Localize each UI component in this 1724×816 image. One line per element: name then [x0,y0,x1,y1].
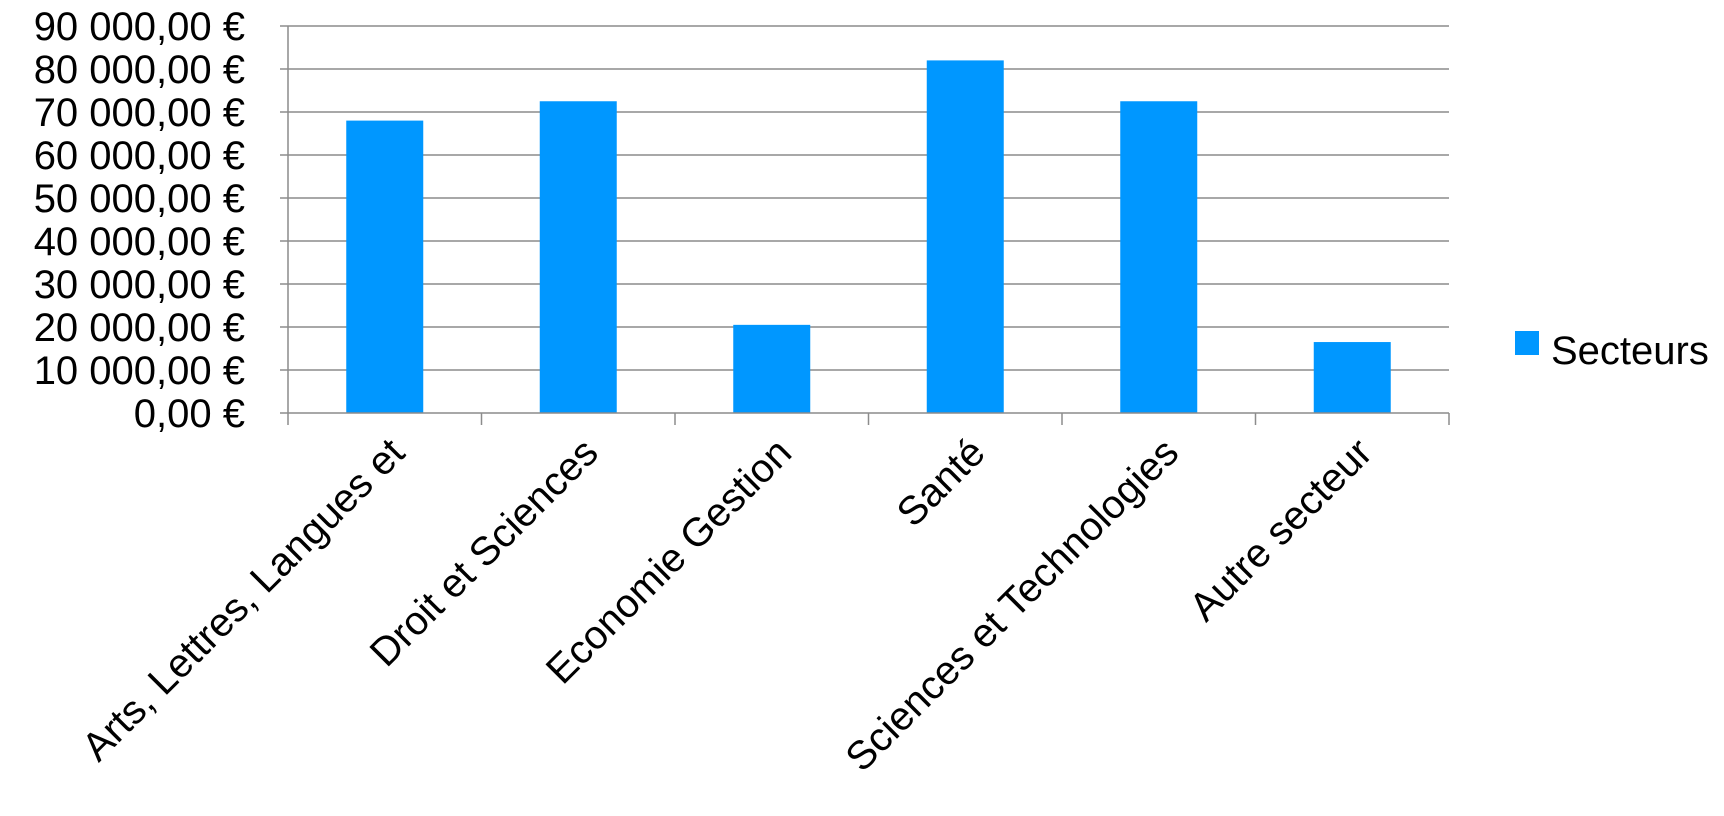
y-tick-label: 90 000,00 € [34,5,245,49]
y-tick-label: 50 000,00 € [34,177,245,221]
y-tick-label: 80 000,00 € [34,48,245,92]
x-category-label: Sciences et Technologies [837,430,1187,780]
x-category-label: Autre secteur [1181,430,1380,629]
bar [346,120,424,413]
legend-swatch [1515,331,1539,355]
bar [1120,101,1198,413]
axes [280,25,1450,425]
y-tick-label: 40 000,00 € [34,220,245,264]
legend-label: Secteurs [1551,329,1709,373]
y-tick-labels: 0,00 €10 000,00 €20 000,00 €30 000,00 €4… [34,5,245,436]
y-tick-label: 30 000,00 € [34,263,245,307]
bar [926,60,1004,414]
y-tick-label: 20 000,00 € [34,306,245,350]
x-category-label: Santé [889,430,994,535]
y-tick-label: 70 000,00 € [34,91,245,135]
y-tick-label: 60 000,00 € [34,134,245,178]
legend: Secteurs [1515,329,1709,373]
bars [346,60,1391,414]
y-tick-label: 10 000,00 € [34,349,245,393]
x-category-label: Arts, Lettres, Langues et [74,430,413,769]
gridlines [288,25,1449,371]
bar [1313,342,1391,413]
bar [539,101,617,413]
y-tick-label: 0,00 € [134,392,245,436]
bar [733,324,811,413]
